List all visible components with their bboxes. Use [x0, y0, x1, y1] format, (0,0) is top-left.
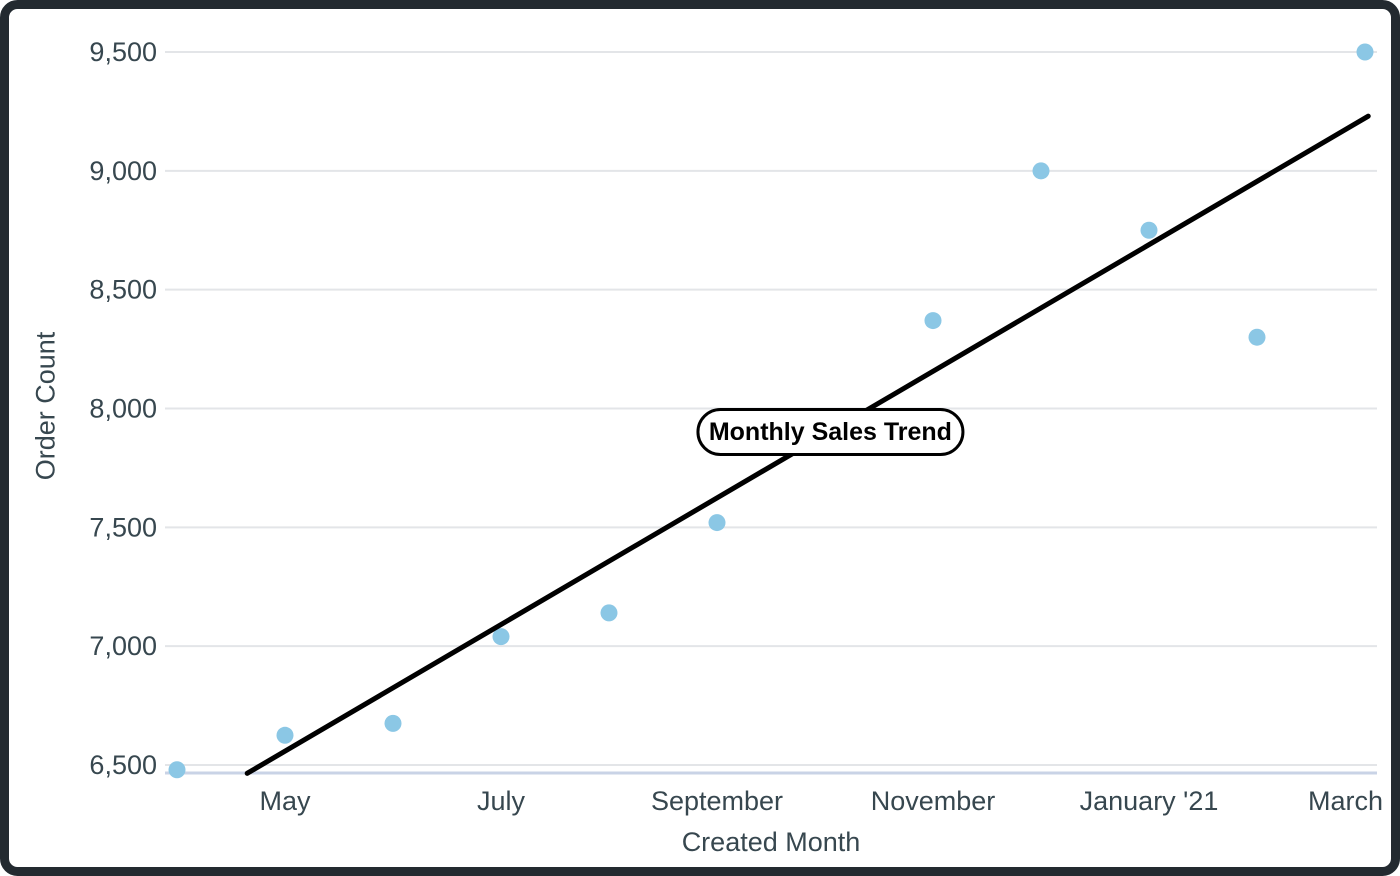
data-point[interactable]: [1248, 328, 1266, 346]
data-point[interactable]: [600, 604, 618, 622]
x-tick-label: January '21: [1080, 786, 1219, 816]
data-point[interactable]: [1140, 221, 1158, 239]
chart-annotation-pill[interactable]: Monthly Sales Trend: [696, 408, 964, 457]
data-point[interactable]: [492, 628, 510, 646]
x-tick-label: September: [651, 786, 783, 816]
y-tick-label: 6,500: [89, 750, 157, 780]
data-point[interactable]: [924, 312, 942, 330]
x-tick-label: November: [871, 786, 996, 816]
data-point[interactable]: [276, 726, 294, 744]
y-tick-label: 7,000: [89, 631, 157, 661]
data-point[interactable]: [168, 761, 186, 779]
y-tick-label: 8,500: [89, 275, 157, 305]
data-point[interactable]: [708, 514, 726, 532]
y-tick-label: 7,500: [89, 512, 157, 542]
x-axis-title: Created Month: [681, 827, 861, 857]
x-tick-label: March: [1308, 786, 1383, 816]
y-tick-label: 9,000: [89, 156, 157, 186]
y-tick-label: 9,500: [89, 37, 157, 67]
y-axis-title: Order Count: [30, 331, 61, 481]
data-point[interactable]: [1356, 43, 1374, 61]
x-tick-label: July: [477, 786, 526, 816]
annotation-label: Monthly Sales Trend: [708, 418, 952, 447]
x-tick-label: May: [259, 786, 311, 816]
data-point[interactable]: [384, 714, 402, 732]
y-tick-label: 8,000: [89, 394, 157, 424]
data-point[interactable]: [1032, 162, 1050, 180]
